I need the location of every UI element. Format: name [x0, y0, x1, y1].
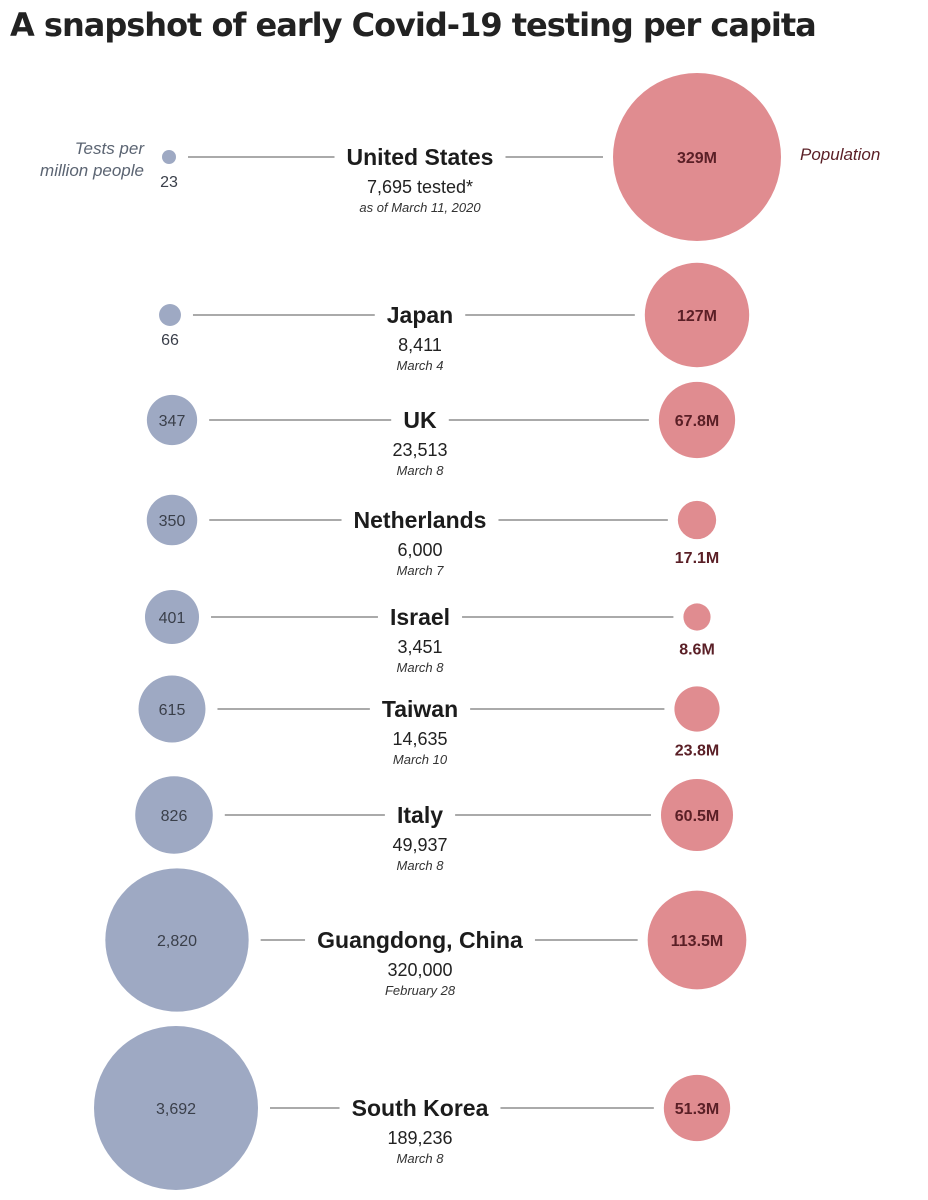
population-bubble — [647, 890, 747, 990]
tests-value-label: 66 — [161, 332, 179, 349]
country-name: Israel — [390, 604, 450, 630]
tested-count: 23,513 — [392, 440, 447, 460]
tests-value-label: 3,692 — [156, 1101, 196, 1118]
population-value-label: 113.5M — [671, 933, 723, 950]
population-bubble — [663, 1074, 731, 1142]
tested-count: 189,236 — [387, 1128, 452, 1148]
tests-value-label: 23 — [160, 174, 178, 191]
tests-legend-line2: million people — [40, 161, 144, 180]
tests-legend: Tests per million people — [40, 138, 144, 182]
tested-count: 3,451 — [397, 637, 442, 657]
population-bubble — [613, 73, 781, 241]
population-value-label: 329M — [677, 150, 717, 167]
tests-bubble — [146, 494, 198, 546]
tests-bubble — [162, 150, 176, 164]
as-of-date: March 8 — [397, 858, 445, 873]
tests-value-label: 2,820 — [157, 933, 197, 950]
tested-count: 49,937 — [392, 835, 447, 855]
tests-bubble — [105, 868, 249, 1012]
as-of-date: February 28 — [385, 983, 456, 998]
tested-count: 7,695 tested* — [367, 177, 473, 197]
population-value-label: 17.1M — [675, 550, 719, 567]
population-bubble — [683, 603, 711, 631]
as-of-date: March 10 — [393, 752, 448, 767]
country-name: South Korea — [352, 1095, 489, 1121]
country-name: United States — [347, 144, 494, 170]
tested-count: 6,000 — [397, 540, 442, 560]
tests-bubble — [144, 589, 200, 645]
tests-value-label: 347 — [159, 413, 186, 430]
tests-value-label: 615 — [159, 702, 186, 719]
tests-legend-line1: Tests per — [74, 139, 144, 158]
tests-bubble — [159, 304, 181, 326]
population-value-label: 60.5M — [675, 808, 719, 825]
population-value-label: 127M — [677, 308, 717, 325]
as-of-date: March 8 — [397, 660, 445, 675]
country-name: Italy — [397, 802, 443, 828]
population-bubble — [677, 500, 717, 540]
as-of-date: March 4 — [397, 358, 444, 373]
tests-value-label: 826 — [161, 808, 188, 825]
tested-count: 8,411 — [398, 335, 442, 355]
population-bubble — [660, 778, 734, 852]
population-bubble — [644, 262, 750, 368]
population-legend: Population — [800, 145, 881, 164]
tests-value-label: 401 — [159, 610, 186, 627]
country-name: Guangdong, China — [317, 927, 523, 953]
country-name: Netherlands — [354, 507, 487, 533]
country-name: UK — [403, 407, 437, 433]
as-of-date: March 8 — [397, 1151, 445, 1166]
population-value-label: 23.8M — [675, 743, 719, 760]
tests-bubble — [138, 675, 206, 743]
population-bubble — [658, 381, 736, 459]
population-value-label: 67.8M — [675, 413, 719, 430]
country-name: Japan — [387, 302, 453, 328]
country-name: Taiwan — [382, 696, 458, 722]
chart-title: A snapshot of early Covid-19 testing per… — [10, 6, 817, 44]
population-bubble — [674, 686, 720, 732]
tested-count: 14,635 — [392, 729, 447, 749]
tests-bubble — [135, 776, 213, 854]
as-of-date: as of March 11, 2020 — [359, 200, 481, 215]
tests-bubble — [94, 1026, 258, 1190]
population-value-label: 51.3M — [675, 1101, 719, 1118]
as-of-date: March 7 — [397, 563, 445, 578]
as-of-date: March 8 — [397, 463, 445, 478]
tests-value-label: 350 — [159, 513, 186, 530]
tested-count: 320,000 — [387, 960, 452, 980]
tests-bubble — [146, 394, 198, 446]
population-value-label: 8.6M — [679, 642, 715, 659]
